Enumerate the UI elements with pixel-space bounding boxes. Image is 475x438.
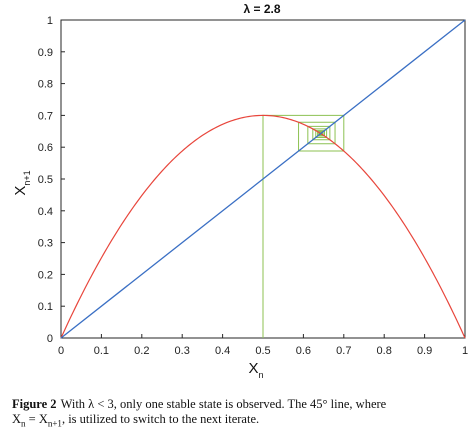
x-tick-label: 0.1 bbox=[94, 345, 109, 357]
caption-line-2: Xn = Xn+1, is utilized to switch to the … bbox=[12, 412, 260, 429]
x-axis-label: Xn bbox=[248, 360, 263, 380]
y-tick-label: 1 bbox=[47, 15, 53, 27]
x-tick-label: 0.3 bbox=[175, 345, 190, 357]
y-tick-label: 0.5 bbox=[38, 174, 53, 186]
y-tick-label: 0.1 bbox=[38, 301, 53, 313]
x-tick-label: 0.5 bbox=[255, 345, 270, 357]
x-tick-label: 0.4 bbox=[215, 345, 230, 357]
logistic-map-chart: λ = 2.8 0 0.1 0.2 0.3 0.4 0.5 0.6 0.7 0.8 0.9 1 00… bbox=[12, 2, 468, 380]
y-tick-label: 0.4 bbox=[38, 206, 53, 218]
caption-figure-label: Figure 2 bbox=[12, 397, 57, 411]
y-axis-label: Xn+1 bbox=[12, 170, 32, 195]
logistic-curve-series bbox=[60, 114, 466, 339]
x-axis-ticks: 0 0.1 0.2 0.3 0.4 0.5 0.6 0.7 0.8 0.9 1 bbox=[58, 334, 468, 357]
x-tick-label: 0 bbox=[58, 345, 64, 357]
x-tick-label: 0.9 bbox=[417, 345, 432, 357]
y-tick-label: 0.2 bbox=[38, 269, 53, 281]
y-tick-label: 0.7 bbox=[38, 110, 53, 122]
y-tick-label: 0.6 bbox=[38, 142, 53, 154]
cobweb-series bbox=[262, 114, 345, 338]
y-tick-label: 0.9 bbox=[38, 47, 53, 59]
caption-line-1: Figure 2 With λ < 3, only one stable stat… bbox=[12, 397, 470, 412]
x-tick-label: 0.6 bbox=[296, 345, 311, 357]
y-tick-label: 0 bbox=[47, 333, 53, 345]
figure-caption: Figure 2 With λ < 3, only one stable stat… bbox=[12, 397, 470, 432]
chart-title: λ = 2.8 bbox=[243, 2, 280, 16]
x-tick-label: 0.7 bbox=[336, 345, 351, 357]
y-tick-label: 0.8 bbox=[38, 79, 53, 91]
series-layer bbox=[60, 19, 466, 339]
x-tick-label: 0.2 bbox=[134, 345, 149, 357]
y-tick-label: 0.3 bbox=[38, 238, 53, 250]
x-tick-label: 0.8 bbox=[377, 345, 392, 357]
y-axis-ticks: 0 0.1 0.2 0.3 0.4 0.5 0.6 0.7 0.8 0.9 1 bbox=[38, 15, 65, 345]
identity-line-series bbox=[60, 19, 466, 339]
caption-text-1: With λ < 3, only one stable state is obs… bbox=[60, 397, 387, 411]
x-tick-label: 1 bbox=[462, 345, 468, 357]
